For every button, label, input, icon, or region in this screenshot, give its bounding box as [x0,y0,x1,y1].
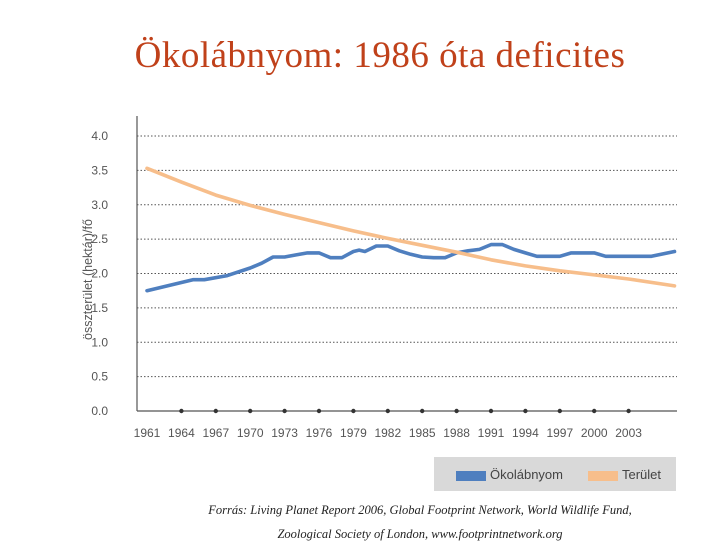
x-tick-mark [523,408,528,414]
x-tick-mark [316,408,322,414]
x-tick-label: 1973 [271,426,298,440]
y-axis-title: összterület (hektár)/fő [81,219,95,340]
x-tick-label: 1991 [478,426,505,440]
x-tick-mark [248,408,253,414]
x-tick-mark [488,408,494,414]
y-tick-label: 2.0 [91,267,108,281]
x-tick-label: 1982 [374,426,401,440]
x-tick-label: 1964 [168,426,195,440]
x-tick-mark [454,408,459,414]
x-tick-label: 1985 [409,426,436,440]
source-line-2: Zoological Society of London, www.footpr… [277,527,563,541]
source-line-1: Forrás: Living Planet Report 2006, Globa… [208,503,632,517]
x-tick-label: 1970 [237,426,264,440]
series-line-okolabnyom [145,242,677,293]
x-tick-label: 1976 [306,426,333,440]
y-tick-label: 4.0 [91,129,108,143]
y-tick-label: 1.5 [91,301,108,315]
x-tick-mark [557,408,562,414]
x-tick-label: 1988 [443,426,470,440]
y-tick-label: 3.5 [91,163,108,177]
chart-legend: Ökolábnyom Terület [434,457,676,491]
x-tick-label: 1997 [546,426,573,440]
x-tick-mark [420,408,425,414]
legend-label-terulet: Terület [622,467,662,482]
x-tick-label: 1967 [202,426,229,440]
x-tick-mark [179,408,184,414]
x-tick-mark [282,408,287,414]
x-tick-label: 1979 [340,426,367,440]
page-title: Ökolábnyom: 1986 óta deficites [134,35,626,76]
x-tick-label: 1994 [512,426,539,440]
x-tick-mark [626,408,631,414]
x-tick-label: 2003 [615,426,642,440]
y-tick-label: 2.5 [91,232,108,246]
x-tick-mark [213,408,218,414]
y-tick-label: 0.0 [91,404,108,418]
series-line-terulet [145,166,677,288]
x-tick-mark [592,408,597,414]
legend-swatch-okolabnyom [456,471,486,481]
x-tick-mark [351,408,356,414]
x-tick-label: 2000 [581,426,608,440]
legend-label-okolabnyom: Ökolábnyom [490,467,563,482]
y-tick-label: 0.5 [91,370,108,384]
y-tick-label: 1.0 [91,335,108,349]
legend-swatch-terulet [588,471,618,481]
x-tick-label: 1961 [134,426,161,440]
x-tick-mark [385,408,390,414]
y-tick-label: 3.0 [91,198,108,212]
